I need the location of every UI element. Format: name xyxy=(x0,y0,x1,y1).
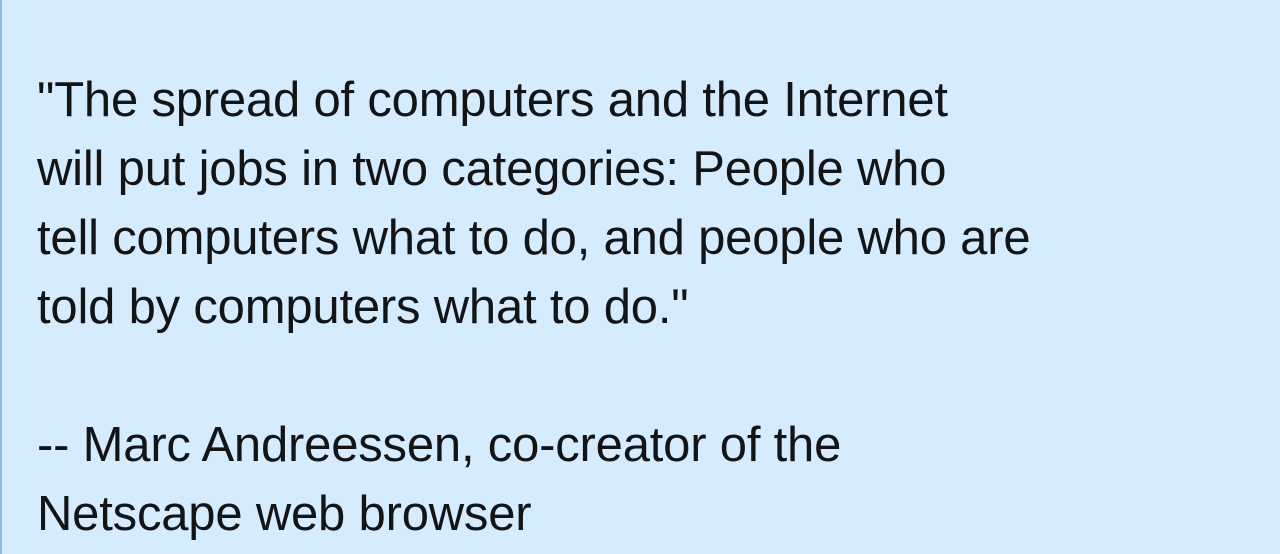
quote-line: will put jobs in two categories: People … xyxy=(37,142,947,196)
quote-line: "The spread of computers and the Interne… xyxy=(37,73,948,127)
quote-attribution: -- Marc Andreessen, co-creator of the Ne… xyxy=(37,411,1262,549)
attribution-line: -- Marc Andreessen, co-creator of the xyxy=(37,418,842,472)
quote-line: told by computers what to do." xyxy=(37,280,689,334)
quote-text: "The spread of computers and the Interne… xyxy=(37,66,1262,342)
attribution-line: Netscape web browser xyxy=(37,487,532,541)
quote-line: tell computers what to do, and people wh… xyxy=(37,211,1031,265)
